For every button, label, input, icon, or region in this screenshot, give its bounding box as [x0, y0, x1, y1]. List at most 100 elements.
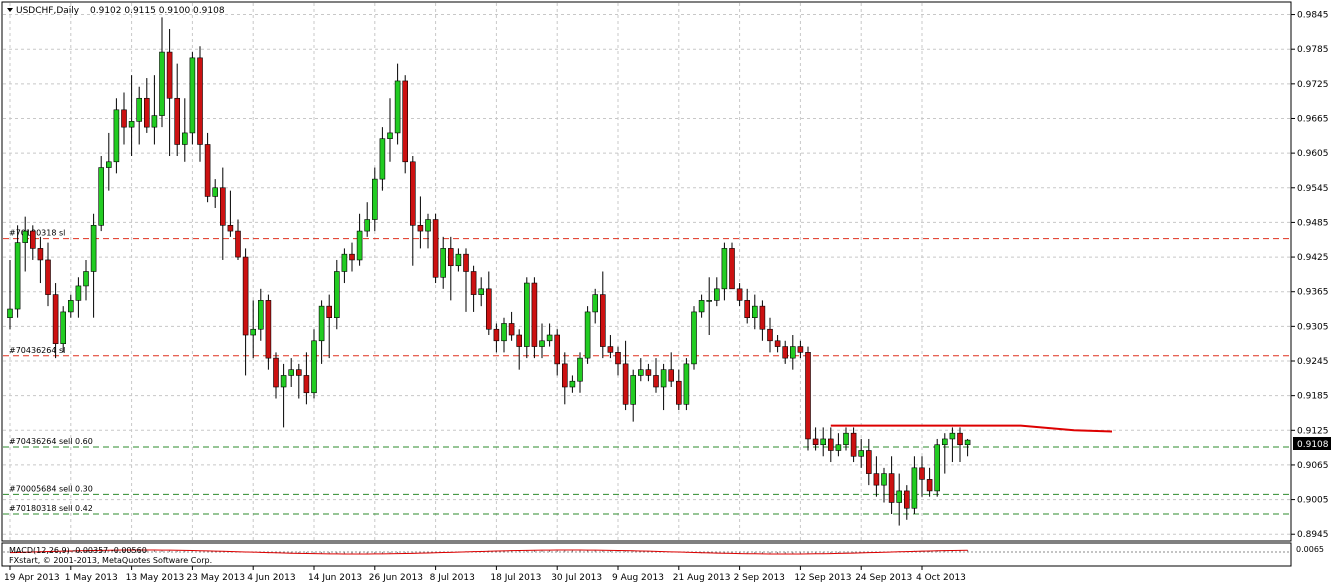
macd-indicator	[3, 549, 1290, 555]
candle-body	[128, 121, 135, 128]
date-tick-label: 26 Jun 2013	[369, 573, 423, 583]
candle-body	[212, 187, 218, 197]
candle-body	[523, 282, 530, 347]
candle-body	[409, 161, 416, 226]
candle-body	[736, 288, 743, 301]
candle-body	[964, 439, 971, 446]
price-tick-label: 0.8945	[1297, 530, 1329, 540]
candle-body	[774, 340, 781, 347]
current-price-label: 0.9108	[1297, 440, 1329, 450]
candle-body	[706, 300, 713, 302]
candle-body	[394, 80, 401, 134]
candle-body	[349, 253, 355, 261]
date-tick-label: 30 Jul 2013	[551, 573, 602, 583]
candle-body	[653, 375, 659, 388]
candle-body	[242, 256, 249, 336]
candle-body	[660, 369, 667, 388]
candle-body	[75, 285, 82, 301]
candle-body	[919, 467, 925, 480]
date-tick-label: 21 Aug 2013	[673, 573, 731, 583]
candle-body	[68, 300, 74, 313]
candle-body	[493, 328, 500, 342]
candle-body	[37, 248, 44, 261]
grid-lines	[3, 3, 1290, 540]
candle-body	[850, 432, 857, 457]
main-plot-frame	[1, 1, 1292, 542]
candle-body	[782, 346, 789, 359]
candle-body	[607, 346, 614, 353]
candle-body	[288, 369, 295, 376]
candle-body	[90, 225, 97, 272]
candlestick-series	[7, 17, 971, 526]
candle-body	[941, 438, 948, 446]
candle-body	[827, 438, 834, 451]
candle-body	[637, 369, 644, 376]
candle-body	[615, 352, 621, 365]
date-tick-label: 2 Sep 2013	[734, 573, 785, 583]
chart-ohlc-values: 0.9102 0.9115 0.9100 0.9108	[90, 6, 225, 16]
order-line-label: #70436264 sl	[9, 346, 65, 355]
candle-body	[820, 438, 827, 446]
indicator-plot-frame	[1, 542, 1292, 567]
candle-body	[691, 311, 697, 365]
candle-body	[159, 51, 165, 116]
candle-body	[425, 219, 431, 232]
price-tick-label: 0.9545	[1297, 184, 1329, 194]
price-tick-label: 0.9305	[1297, 322, 1329, 332]
candle-body	[333, 271, 340, 318]
candle-body	[478, 288, 485, 295]
date-tick-label: 18 Jul 2013	[490, 573, 541, 583]
candle-body	[326, 305, 333, 318]
macd-label: MACD(12,26,9) -0.00357 -0.00560	[9, 546, 147, 555]
order-line-label: #70180318 sell 0.42	[9, 504, 93, 513]
candle-body	[311, 340, 317, 394]
candle-body	[98, 167, 104, 226]
candle-body	[539, 340, 545, 347]
trend-line	[830, 424, 1113, 433]
candle-body	[599, 294, 606, 347]
candle-body	[280, 375, 287, 388]
candle-body	[865, 450, 872, 474]
candle-body	[546, 334, 553, 342]
candle-body	[144, 97, 150, 128]
candle-body	[516, 334, 523, 347]
candle-body	[250, 328, 256, 336]
candle-body	[318, 305, 325, 342]
price-tick-label: 0.9065	[1297, 461, 1329, 471]
price-tick-label: 0.9425	[1297, 253, 1329, 263]
candle-body	[592, 294, 599, 313]
date-tick-label: 14 Jun 2013	[308, 573, 362, 583]
collapse-triangle-icon[interactable]	[7, 8, 13, 12]
order-lines: #70180318 sl #70436264 sl #70436264 sell 0…	[3, 229, 1290, 515]
candle-body	[166, 51, 173, 99]
candle-body	[485, 288, 492, 330]
candle-body	[949, 432, 956, 440]
candle-body	[220, 187, 226, 226]
candle-body	[387, 132, 393, 139]
candle-body	[470, 271, 477, 295]
candle-body	[729, 248, 735, 290]
candle-body	[926, 479, 933, 492]
price-tick-label: 0.9665	[1297, 114, 1329, 124]
candle-body	[235, 230, 241, 258]
candle-body	[379, 138, 386, 180]
price-tick-label: 0.9365	[1297, 288, 1329, 298]
date-tick-label: 12 Sep 2013	[794, 573, 851, 583]
candle-body	[189, 57, 196, 134]
candle-body	[106, 161, 112, 168]
candle-body	[903, 490, 910, 509]
candle-body	[113, 109, 120, 163]
candle-body	[295, 369, 302, 376]
candle-body	[896, 490, 903, 503]
candle-body	[835, 444, 842, 451]
candle-body	[630, 375, 637, 405]
candle-body	[767, 328, 773, 342]
candle-body	[744, 300, 751, 318]
candle-body	[911, 467, 918, 509]
candle-body	[364, 219, 371, 232]
candle-body	[174, 97, 180, 145]
price-tick-label: 0.9845	[1297, 11, 1329, 21]
candle-body	[60, 311, 67, 344]
price-tick-label: 0.9125	[1297, 426, 1329, 436]
candle-body	[14, 242, 21, 310]
